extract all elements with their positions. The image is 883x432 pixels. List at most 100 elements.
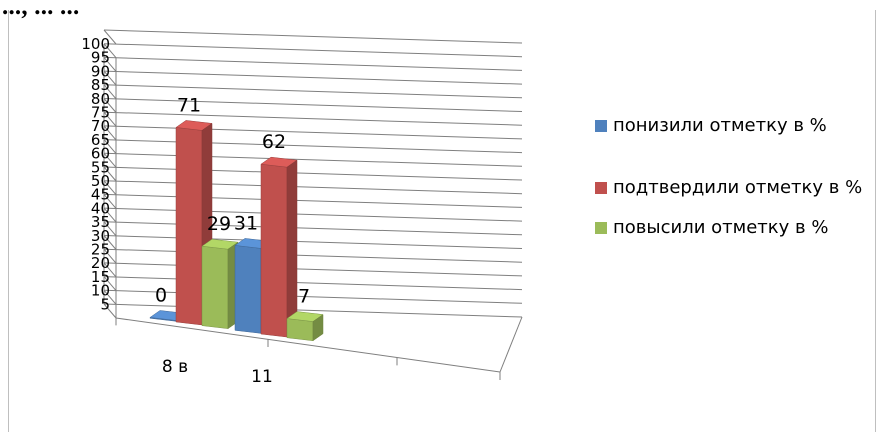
legend-label: подтвердили отметку в % (613, 177, 863, 198)
legend-swatch (595, 120, 607, 132)
data-label: 62 (262, 131, 286, 153)
gridline-side (103, 43, 117, 59)
legend-item-increased: повысили отметку в % (595, 214, 875, 242)
y-tick-label: 60 (91, 145, 110, 163)
gridline (103, 262, 523, 277)
gridline-side (103, 166, 117, 182)
bar (260, 156, 298, 338)
y-tick-label: 15 (91, 268, 110, 286)
legend-label: понизили отметку в % (613, 115, 827, 136)
bar (286, 311, 324, 342)
y-tick-label: 80 (91, 90, 110, 108)
x-axis-line (115, 317, 501, 373)
y-tick-label: 85 (91, 76, 110, 94)
bars (149, 120, 324, 342)
y-tick-label: 50 (91, 172, 110, 190)
gridline-side (103, 139, 117, 154)
gridline-side (103, 111, 117, 127)
y-tick-label: 35 (91, 213, 110, 231)
y-tick-label: 10 (91, 282, 110, 300)
gridline-side (103, 152, 117, 168)
y-tick-label: 45 (91, 186, 110, 204)
gridline (103, 207, 523, 222)
gridline (103, 235, 523, 249)
heading-text: ..., ... ... (2, 0, 80, 20)
gridline-side (103, 29, 117, 45)
bar-side (312, 314, 324, 342)
gridline-side (103, 70, 117, 86)
gridline-side (103, 207, 117, 223)
gridline (103, 43, 523, 58)
y-tick-label: 70 (91, 117, 110, 135)
floor-edge-back (103, 303, 523, 318)
y-tick-label: 30 (91, 227, 110, 245)
gridline (103, 84, 523, 99)
gridline (103, 111, 523, 126)
gridline-side (103, 276, 117, 291)
gridline-side (103, 84, 117, 100)
chart-frame (8, 10, 876, 432)
bar-front (260, 163, 288, 338)
gridline-side (103, 235, 117, 250)
gridline-side (103, 289, 117, 305)
gridlines (103, 29, 523, 305)
legend: понизили отметку в % подтвердили отметку… (595, 112, 875, 242)
gridline-side (103, 57, 117, 72)
legend-item-decreased: понизили отметку в % (595, 112, 875, 140)
category-label: 11 (251, 367, 273, 387)
bar-side (286, 159, 298, 338)
gridline (103, 56, 523, 71)
gridline (103, 70, 523, 85)
data-label: 0 (155, 284, 167, 306)
category-label: 8 в (162, 357, 188, 377)
gridline (103, 248, 523, 263)
bar-front (286, 318, 314, 342)
data-label: 7 (298, 286, 310, 308)
cropped-heading: ..., ... ... (0, 0, 883, 22)
legend-swatch (595, 182, 607, 194)
gridline-side (103, 98, 117, 113)
data-label: 31 (234, 212, 258, 234)
gridline-side (103, 125, 117, 141)
gridline (103, 193, 523, 208)
y-tick-label: 75 (91, 104, 110, 122)
gridline-side (103, 262, 117, 278)
bar-front (175, 127, 203, 326)
gridline (103, 152, 523, 167)
y-tick-label: 55 (91, 158, 110, 176)
gridline (103, 125, 523, 140)
legend-item-confirmed: подтвердили отметку в % (595, 174, 873, 202)
data-label: 71 (177, 94, 201, 116)
y-tick-label: 65 (91, 131, 110, 149)
gridline (103, 166, 523, 181)
y-tick-label: 90 (91, 62, 110, 80)
category-labels: 8 в 11 (162, 357, 273, 387)
gridline (103, 221, 523, 236)
axes (103, 44, 523, 380)
gridline-side (103, 248, 117, 264)
gridline (103, 98, 523, 112)
bar-front (201, 245, 229, 329)
y-tick-label: 100 (81, 35, 110, 53)
y-tick-label: 20 (91, 254, 110, 272)
y-tick-label: 5 (100, 295, 110, 313)
gridline (103, 276, 523, 291)
gridline-side (103, 194, 117, 209)
legend-swatch (595, 222, 607, 234)
gridline (103, 289, 523, 304)
bar-front (234, 245, 262, 334)
gridline-side (103, 180, 117, 196)
y-tick-label: 40 (91, 199, 110, 217)
gridline (103, 180, 523, 195)
bar (201, 238, 239, 330)
data-labels: 0 71 29 31 62 7 (155, 94, 310, 307)
gridline-side (103, 221, 117, 237)
gridline (103, 139, 523, 154)
floor-edge-left (103, 303, 117, 319)
y-tick-label: 95 (91, 49, 110, 67)
y-tick-label: 25 (91, 241, 110, 259)
legend-label: повысили отметку в % (613, 217, 829, 238)
data-label: 29 (207, 213, 231, 235)
